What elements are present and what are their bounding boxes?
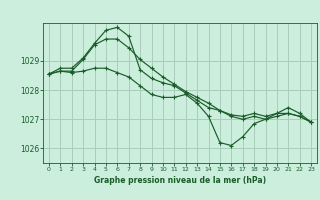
- X-axis label: Graphe pression niveau de la mer (hPa): Graphe pression niveau de la mer (hPa): [94, 176, 266, 185]
